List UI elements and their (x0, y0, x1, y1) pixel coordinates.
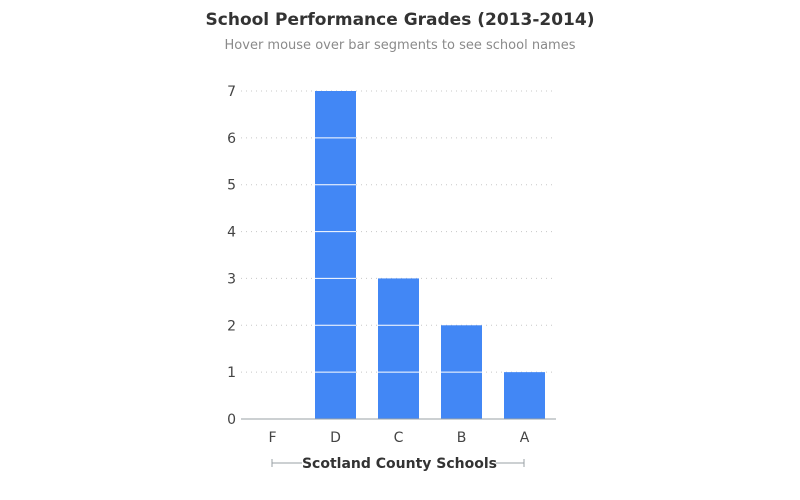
bar-segment[interactable] (504, 372, 545, 419)
x-tick-label: A (520, 430, 530, 446)
chart-subtitle: Hover mouse over bar segments to see sch… (224, 38, 576, 53)
x-tick-label: C (394, 430, 404, 446)
x-axis-label: Scotland County Schools (302, 456, 497, 472)
y-tick-label: 5 (227, 178, 236, 194)
x-tick-label: B (457, 430, 467, 446)
y-tick-label: 0 (227, 412, 236, 428)
bar-segment[interactable] (315, 278, 356, 326)
bar-segment[interactable] (315, 137, 356, 185)
bar-segment[interactable] (315, 325, 356, 373)
bar-segment[interactable] (315, 372, 356, 419)
bar-segment[interactable] (441, 325, 482, 373)
bar-segment[interactable] (315, 231, 356, 279)
bar-segment[interactable] (378, 325, 419, 373)
bar-segment[interactable] (315, 91, 356, 138)
y-tick-label: 2 (227, 318, 236, 334)
bar-segment[interactable] (315, 184, 356, 232)
y-tick-label: 1 (227, 365, 236, 381)
y-tick-label: 3 (227, 271, 236, 287)
bar-segment[interactable] (441, 372, 482, 419)
bar-segment[interactable] (378, 278, 419, 326)
y-tick-label: 4 (227, 225, 236, 241)
y-tick-label: 6 (227, 131, 236, 147)
x-tick-label: F (268, 430, 276, 446)
y-tick-label: 7 (227, 84, 236, 100)
x-tick-label: D (330, 430, 341, 446)
bar-segment[interactable] (378, 372, 419, 419)
chart-title: School Performance Grades (2013-2014) (205, 10, 595, 30)
